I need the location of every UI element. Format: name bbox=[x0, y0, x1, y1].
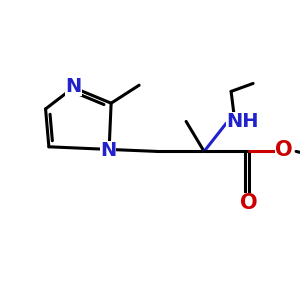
Text: NH: NH bbox=[226, 112, 258, 131]
Text: O: O bbox=[275, 140, 293, 160]
Text: O: O bbox=[240, 194, 258, 213]
Text: N: N bbox=[65, 77, 82, 96]
Text: N: N bbox=[100, 141, 116, 160]
